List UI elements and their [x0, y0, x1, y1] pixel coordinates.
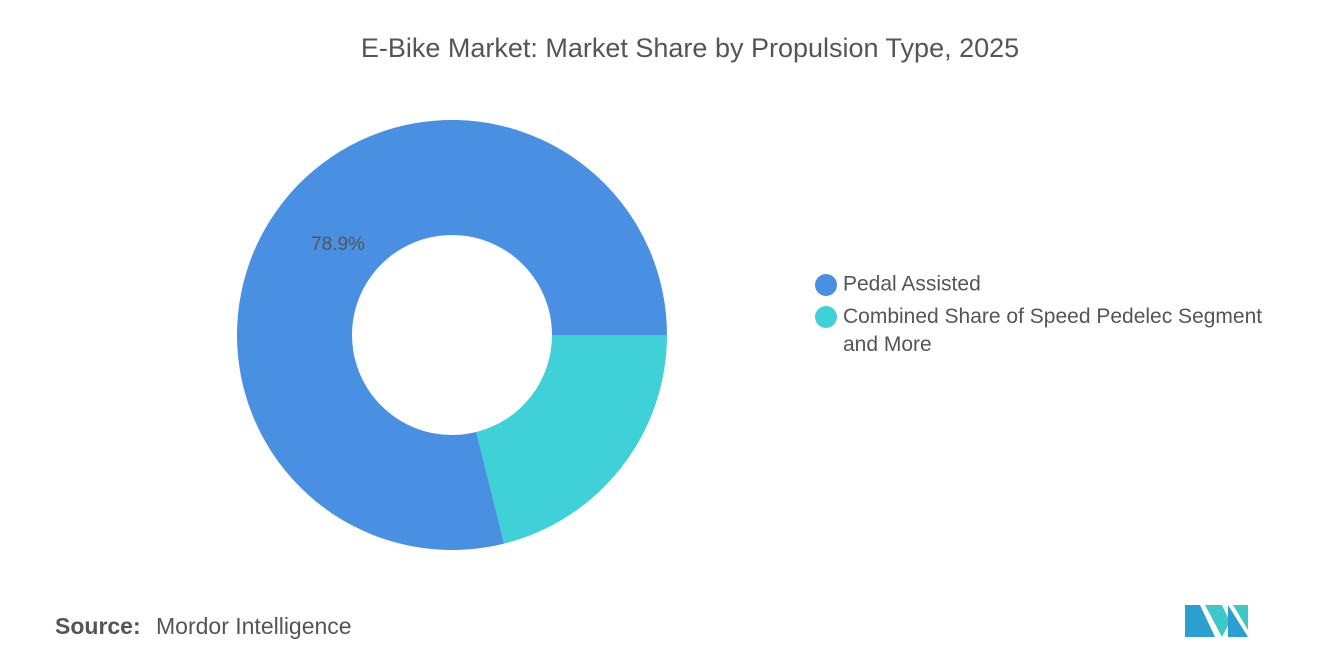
logo [1185, 605, 1248, 637]
chart-title: E-Bike Market: Market Share by Propulsio… [361, 33, 1019, 63]
donut-slice [236, 120, 667, 551]
donut-slice [476, 335, 667, 544]
legend-swatch [815, 306, 837, 328]
source: Mordor Intelligence [156, 613, 352, 639]
legend-swatch [815, 274, 837, 296]
legend-label: Pedal Assisted [843, 273, 981, 296]
data-label: 78.9% [311, 234, 365, 255]
source-label: Source: [55, 613, 141, 639]
legend-label: Combined Share of Speed Pedelec Segment a… [843, 305, 1262, 356]
